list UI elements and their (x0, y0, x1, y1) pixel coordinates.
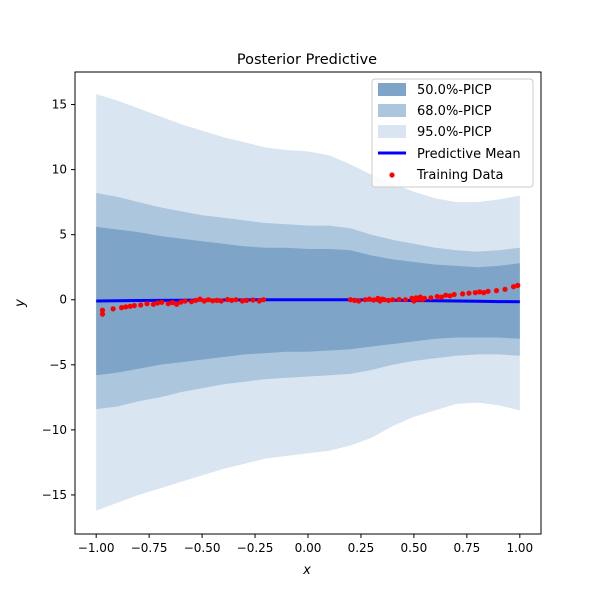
training-data-point (502, 286, 508, 292)
training-data-point (438, 294, 444, 300)
training-data-point (515, 282, 521, 288)
training-data-points (99, 282, 521, 317)
legend-swatch-points (389, 172, 395, 178)
y-tick-label: −10 (42, 423, 67, 437)
y-tick-label: 10 (52, 163, 67, 177)
legend: 50.0%-PICP 68.0%-PICP 95.0%-PICP Predict… (371, 78, 534, 188)
y-tick-label: −15 (42, 488, 67, 502)
training-data-point (493, 288, 500, 294)
legend-label-points: Training Data (416, 168, 503, 183)
training-data-point (155, 300, 161, 306)
training-data-point (144, 301, 150, 307)
training-data-point (381, 297, 387, 303)
training-data-point (165, 301, 171, 307)
legend-box (371, 78, 534, 188)
y-tick-label: 15 (52, 98, 67, 112)
x-tick-label: 0.75 (454, 541, 481, 555)
legend-swatch-95 (378, 125, 406, 138)
training-data-point (127, 303, 133, 309)
y-tick-label: 5 (59, 228, 67, 242)
predictive-mean-line (96, 298, 520, 304)
legend-label-95: 95.0%-PICP (417, 125, 492, 140)
training-data-point (233, 297, 239, 303)
chart-title: Posterior Predictive (237, 52, 377, 68)
training-data-point (218, 298, 224, 304)
x-tick-label: −0.50 (184, 541, 221, 555)
training-data-point (510, 284, 517, 290)
y-tick-label: −5 (49, 358, 67, 372)
x-tick-label: 0.50 (401, 541, 428, 555)
x-tick-label: 0.00 (295, 541, 322, 555)
training-data-point (366, 296, 372, 302)
training-data-point (481, 290, 487, 296)
training-data-point (460, 291, 466, 297)
training-data-point (256, 298, 262, 304)
training-data-point (466, 290, 472, 296)
training-data-point (434, 293, 440, 300)
training-data-point (229, 297, 235, 303)
training-data-point (250, 297, 256, 303)
training-data-point (99, 311, 106, 317)
training-data-point (428, 295, 434, 301)
training-data-point (244, 297, 250, 303)
training-data-point (402, 297, 408, 303)
y-axis-ticks: −15 −10 −5 0 5 10 15 (42, 98, 75, 502)
training-data-point (138, 302, 144, 308)
legend-swatch-68 (378, 104, 406, 117)
training-data-point (362, 297, 368, 303)
y-axis-label: y (13, 299, 28, 308)
x-tick-label: 0.25 (348, 541, 375, 555)
x-axis-ticks: −1.00 −0.75 −0.50 −0.25 0.00 0.25 0.50 0.75 1.00 (78, 534, 533, 555)
training-data-point (110, 306, 116, 312)
legend-label-50: 50.0%-PICP (417, 83, 492, 98)
training-data-point (210, 298, 216, 304)
training-data-point (201, 298, 207, 304)
training-data-point (99, 307, 106, 313)
training-data-point (178, 299, 184, 305)
training-data-point (239, 298, 245, 304)
training-data-point (197, 296, 203, 302)
training-data-point (193, 297, 199, 303)
training-data-point (352, 297, 358, 303)
training-data-point (119, 305, 125, 311)
training-data-point (182, 298, 188, 304)
training-data-point (123, 304, 129, 310)
training-data-point (390, 297, 396, 303)
training-data-point (485, 288, 491, 294)
training-data-point (131, 303, 137, 309)
training-data-point (385, 297, 392, 303)
training-data-point (224, 296, 231, 303)
training-data-point (169, 300, 175, 306)
x-axis-label: x (302, 563, 311, 578)
training-data-point (205, 297, 211, 303)
training-data-point (159, 299, 165, 305)
training-data-point (356, 298, 362, 304)
training-data-point (174, 301, 180, 307)
training-data-point (188, 299, 195, 305)
legend-swatch-50 (378, 83, 406, 96)
training-data-point (472, 290, 478, 296)
x-tick-label: 1.00 (506, 541, 533, 555)
y-tick-label: 0 (59, 293, 67, 307)
legend-label-68: 68.0%-PICP (417, 104, 492, 119)
training-data-point (477, 289, 483, 295)
training-data-point (214, 297, 220, 303)
x-tick-label: −0.25 (237, 541, 274, 555)
training-data-point (447, 293, 453, 299)
training-data-point (421, 295, 428, 301)
training-data-point (396, 296, 402, 303)
training-data-point (150, 301, 156, 307)
training-data-point (451, 291, 457, 298)
training-data-point (260, 297, 267, 303)
training-data-point (443, 292, 449, 298)
legend-label-mean: Predictive Mean (417, 147, 521, 162)
training-data-point (347, 297, 353, 303)
x-tick-label: −1.00 (78, 541, 115, 555)
x-tick-label: −0.75 (131, 541, 168, 555)
training-data-point (371, 297, 377, 303)
